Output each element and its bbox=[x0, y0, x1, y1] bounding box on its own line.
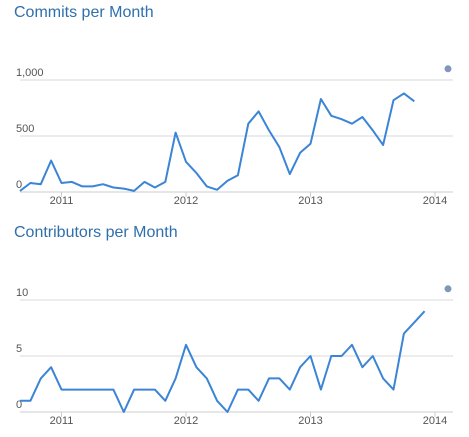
y-tick-label: 1,000 bbox=[16, 67, 44, 79]
y-tick-label: 0 bbox=[16, 179, 22, 191]
x-tick-label: 2013 bbox=[298, 195, 322, 207]
y-tick-label: 0 bbox=[16, 399, 22, 411]
commits-chart-title: Commits per Month bbox=[14, 4, 154, 21]
x-tick-label: 2011 bbox=[50, 415, 74, 427]
latest-point bbox=[444, 65, 452, 73]
series-line bbox=[19, 92, 415, 192]
y-tick-label: 5 bbox=[16, 343, 22, 355]
contributors-chart-title: Contributors per Month bbox=[14, 224, 178, 241]
commits-chart: 0 500 1,000 2011 2012 2013 2014 bbox=[16, 65, 453, 207]
y-tick-label: 500 bbox=[16, 123, 34, 135]
y-tick-label: 10 bbox=[16, 287, 28, 299]
series-line bbox=[20, 310, 426, 413]
x-tick-label: 2013 bbox=[298, 415, 322, 427]
x-tick-label: 2012 bbox=[174, 415, 198, 427]
x-tick-label: 2014 bbox=[423, 195, 447, 207]
latest-point bbox=[444, 285, 452, 293]
contributors-chart: 0 5 10 2011 2012 2013 2014 bbox=[16, 285, 453, 427]
x-tick-label: 2011 bbox=[50, 195, 74, 207]
x-tick-label: 2012 bbox=[174, 195, 198, 207]
x-tick-label: 2014 bbox=[423, 415, 447, 427]
